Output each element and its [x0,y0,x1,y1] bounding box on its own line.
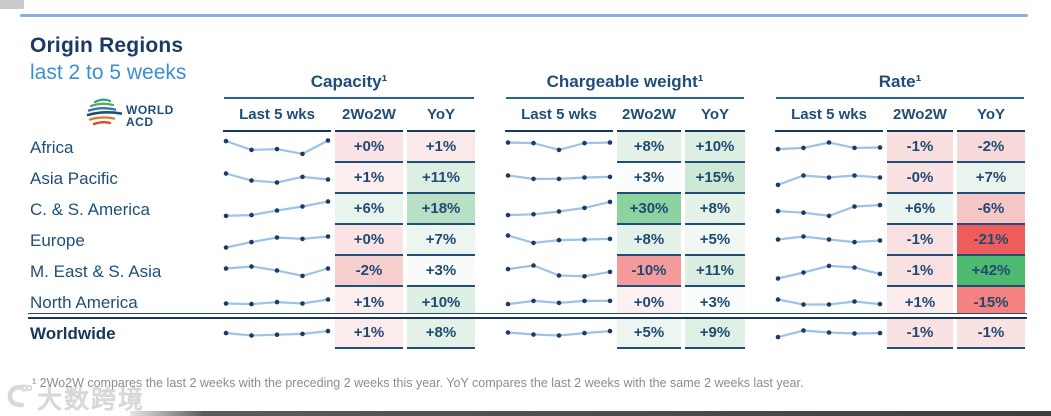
rate-yoy-cell: -1% [957,318,1025,349]
sparkline-capacity [221,163,333,194]
chargeable-wow-cell: +3% [617,163,681,194]
group-header-chargeable: Chargeable weight¹ [506,70,744,99]
rate-yoy-cell: +7% [957,163,1025,194]
worldwide-total-separator [28,313,1027,319]
rate-wow-cell: -1% [887,318,953,349]
sparkline-capacity [221,287,333,318]
chargeable-yoy-cell: +10% [685,132,745,163]
sparkline-rate [773,132,885,163]
rate-yoy-cell: -21% [957,225,1025,256]
chargeable-yoy-cell: +5% [685,225,745,256]
col-header-yoy: YoY [685,99,745,132]
region-label: Africa [30,137,74,157]
capacity-wow-cell: +1% [335,287,403,318]
sparkline-chargeable [503,132,615,163]
sparkline-chargeable [503,225,615,256]
region-label: C. & S. America [30,199,150,219]
col-header-2wo2w: 2Wo2W [887,99,953,132]
sparkline-rate [773,318,885,349]
rate-yoy-cell: -6% [957,194,1025,225]
capacity-yoy-cell: +7% [407,225,475,256]
sparkline-rate [773,256,885,287]
origin-regions-table: Capacity¹ Chargeable weight¹ Rate¹ Last … [28,70,1027,349]
chargeable-wow-cell: +8% [617,132,681,163]
sparkline-capacity [221,194,333,225]
region-label: M. East & S. Asia [30,261,162,281]
sparkline-capacity [221,318,333,349]
sparkline-chargeable [503,194,615,225]
rate-wow-cell: -1% [887,256,953,287]
logo-word-acd: ACD [126,114,154,129]
col-header-last5wks: Last 5 wks [505,99,613,132]
region-label: Worldwide [30,323,116,343]
chargeable-yoy-cell: +9% [685,318,745,349]
rate-wow-cell: -1% [887,132,953,163]
rate-yoy-cell: -2% [957,132,1025,163]
capacity-yoy-cell: +8% [407,318,475,349]
sparkline-chargeable [503,318,615,349]
sparkline-chargeable [503,256,615,287]
sparkline-capacity [221,225,333,256]
top-divider-line [20,14,1028,17]
rate-wow-cell: -1% [887,225,953,256]
capacity-wow-cell: -2% [335,256,403,287]
col-header-2wo2w: 2Wo2W [335,99,403,132]
col-header-last5wks: Last 5 wks [775,99,883,132]
bottom-edge-strip [130,411,1051,416]
col-header-2wo2w: 2Wo2W [617,99,681,132]
sparkline-capacity [221,132,333,163]
capacity-wow-cell: +6% [335,194,403,225]
page-title: Origin Regions [30,34,184,57]
rate-wow-cell: +6% [887,194,953,225]
chargeable-yoy-cell: +8% [685,194,745,225]
col-header-last5wks: Last 5 wks [223,99,331,132]
watermark: 大数跨境 [2,380,145,416]
capacity-wow-cell: +0% [335,132,403,163]
chargeable-wow-cell: -10% [617,256,681,287]
rate-yoy-cell: -15% [957,287,1025,318]
chargeable-yoy-cell: +3% [685,287,745,318]
sparkline-rate [773,163,885,194]
chargeable-yoy-cell: +15% [685,163,745,194]
col-header-yoy: YoY [407,99,475,132]
footnote: ¹ 2Wo2W compares the last 2 weeks with t… [32,376,804,390]
region-label: Europe [30,230,85,250]
corner-artifact [0,0,24,9]
capacity-yoy-cell: +3% [407,256,475,287]
chargeable-wow-cell: +0% [617,287,681,318]
chargeable-wow-cell: +8% [617,225,681,256]
sparkline-chargeable [503,287,615,318]
capacity-yoy-cell: +18% [407,194,475,225]
group-header-capacity: Capacity¹ [224,70,474,99]
region-label: North America [30,292,138,312]
sparkline-rate [773,194,885,225]
rate-wow-cell: -0% [887,163,953,194]
chargeable-wow-cell: +30% [617,194,681,225]
sparkline-capacity [221,256,333,287]
capacity-yoy-cell: +1% [407,132,475,163]
sparkline-rate [773,225,885,256]
group-header-rate: Rate¹ [776,70,1024,99]
watermark-text: 大数跨境 [37,386,146,414]
capacity-wow-cell: +0% [335,225,403,256]
sparkline-rate [773,287,885,318]
capacity-wow-cell: +1% [335,163,403,194]
capacity-yoy-cell: +10% [407,287,475,318]
rate-wow-cell: +1% [887,287,953,318]
page-subtitle: last 2 to 5 weeks [30,61,187,84]
col-header-yoy: YoY [957,99,1025,132]
chargeable-wow-cell: +5% [617,318,681,349]
region-label: Asia Pacific [30,168,118,188]
globe-icon [84,96,123,135]
chargeable-yoy-cell: +11% [685,256,745,287]
watermark-logo-icon [2,381,33,416]
sparkline-chargeable [503,163,615,194]
logo-word-world: WORLD [126,102,174,117]
rate-yoy-cell: +42% [957,256,1025,287]
capacity-yoy-cell: +11% [407,163,475,194]
worldacd-logo: WORLD ACD [84,96,174,135]
capacity-wow-cell: +1% [335,318,403,349]
